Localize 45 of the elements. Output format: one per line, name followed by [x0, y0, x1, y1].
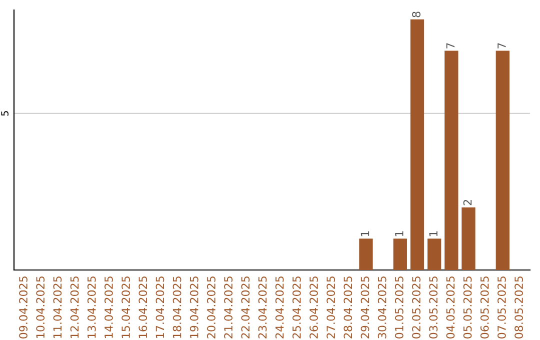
x-tick-label: 03.05.2025 [429, 276, 438, 338]
x-tick-label: 13.04.2025 [87, 276, 96, 338]
x-tick-label: 08.05.2025 [514, 276, 523, 338]
bar [444, 50, 458, 270]
x-tick-label: 02.05.2025 [412, 276, 420, 338]
x-tick-label: 09.04.2025 [19, 276, 28, 338]
x-tick-label: 21.04.2025 [224, 276, 233, 338]
x-tick-label: 12.04.2025 [70, 276, 79, 338]
y-tick-label: 5 [1, 111, 8, 116]
x-tick-label: 01.05.2025 [394, 276, 404, 338]
data-label: 1 [395, 231, 404, 236]
x-tick-label: 24.04.2025 [275, 276, 284, 338]
data-label: 7 [446, 43, 454, 48]
x-tick-label: 17.04.2025 [156, 276, 164, 338]
data-label: 2 [463, 200, 472, 206]
data-label: 1 [360, 231, 370, 236]
data-label: 8 [412, 12, 420, 18]
x-tick-label: 22.04.2025 [241, 276, 250, 338]
bar [410, 19, 424, 270]
x-tick-label: 14.04.2025 [104, 276, 113, 338]
x-tick-label: 11.04.2025 [53, 276, 62, 338]
x-tick-label: 05.05.2025 [463, 276, 472, 338]
x-tick-label: 18.04.2025 [172, 276, 182, 338]
x-tick-label: 16.04.2025 [138, 276, 148, 338]
bar [427, 238, 442, 270]
x-tick-label: 25.04.2025 [292, 276, 301, 338]
x-tick-label: 27.04.2025 [326, 276, 336, 338]
x-tick-label: 29.04.2025 [360, 276, 370, 338]
x-tick-label: 04.05.2025 [446, 276, 455, 338]
x-tick-label: 06.05.2025 [480, 276, 489, 338]
data-label: 1 [429, 231, 438, 236]
x-tick-label: 10.04.2025 [36, 276, 45, 338]
x-tick-label: 28.04.2025 [344, 276, 352, 338]
bar [496, 50, 510, 270]
bar [359, 238, 373, 270]
bar [393, 238, 407, 270]
bar [462, 207, 476, 270]
x-tick-label: 15.04.2025 [122, 276, 130, 338]
data-label: 7 [498, 43, 506, 48]
x-tick-label: 19.04.2025 [190, 276, 198, 338]
x-tick-label: 20.04.2025 [207, 276, 216, 338]
x-tick-label: 23.04.2025 [258, 276, 267, 338]
x-tick-label: 30.04.2025 [378, 276, 386, 338]
x-tick-label: 07.05.2025 [497, 276, 506, 338]
x-tick-label: 26.04.2025 [310, 276, 318, 338]
